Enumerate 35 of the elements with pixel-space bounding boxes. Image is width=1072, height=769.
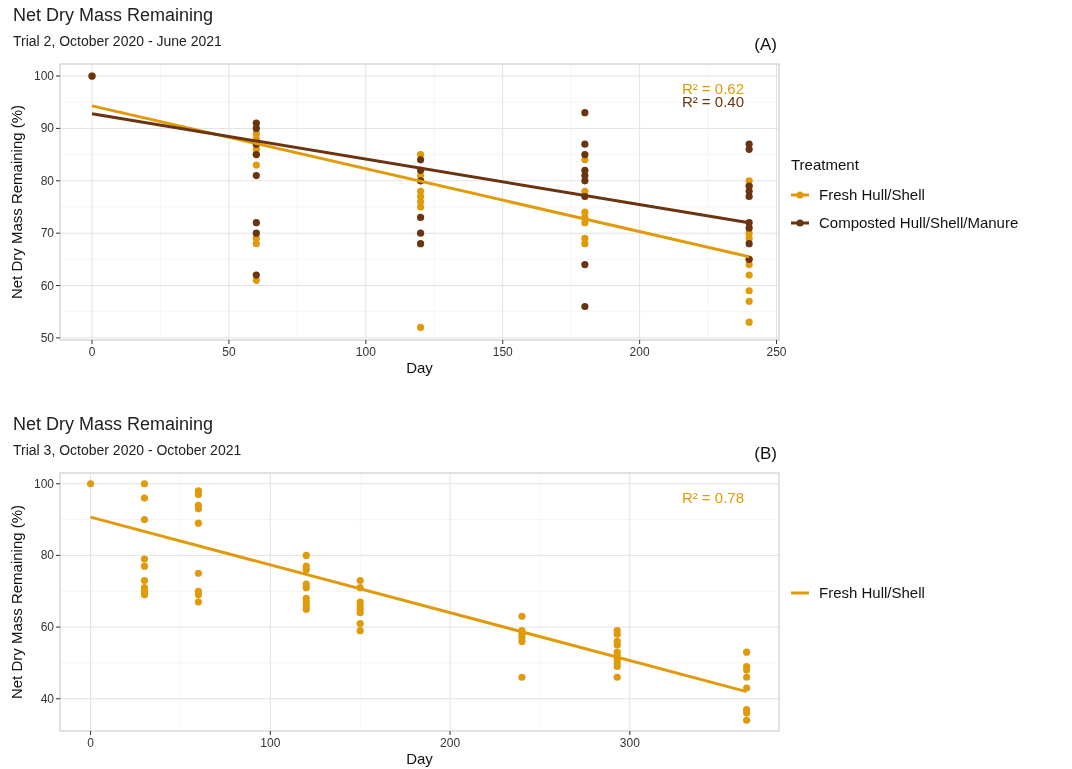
x-tick-label: 50 — [222, 345, 236, 359]
y-tick-label: 60 — [40, 620, 55, 635]
y-tick-label: 50 — [40, 330, 55, 345]
x-tick-label: 0 — [87, 736, 95, 750]
y-tick-label: 100 — [33, 69, 55, 84]
x-tick-label: 300 — [619, 736, 641, 750]
y-tick-label: 40 — [40, 691, 55, 706]
chart-subtitle: Trial 3, October 2020 - October 2021 — [13, 442, 242, 458]
y-tick-label: 90 — [40, 121, 55, 136]
legend-label: Fresh Hull/Shell — [819, 584, 925, 601]
y-tick-label: 60 — [40, 278, 55, 293]
x-tick-label: 100 — [260, 736, 281, 750]
x-tick-label: 0 — [88, 345, 96, 359]
x-tick-label: 200 — [440, 736, 461, 750]
y-tick-label: 70 — [40, 226, 55, 241]
legend-title: Treatment — [791, 156, 860, 173]
y-tick-label: 80 — [40, 548, 55, 563]
x-tick-label: 100 — [355, 345, 377, 359]
annotation: R² = 0.78 — [681, 489, 744, 506]
y-tick-label: 80 — [40, 173, 55, 188]
text: (B) — [754, 444, 777, 463]
x-tick-label: 150 — [492, 345, 514, 359]
y-axis-title: Net Dry Mass Remaining (%) — [8, 504, 25, 700]
x-axis-title: Day — [406, 750, 434, 767]
chart-title: Net Dry Mass Remaining — [13, 414, 214, 434]
chart-title: Net Dry Mass Remaining — [13, 5, 214, 25]
x-tick-label: 250 — [766, 345, 787, 359]
legend-label: Fresh Hull/Shell — [819, 186, 925, 203]
chart-subtitle: Trial 2, October 2020 - June 2021 — [13, 33, 223, 49]
y-axis-title: Net Dry Mass Remaining (%) — [8, 104, 25, 300]
x-tick-label: 200 — [629, 345, 650, 359]
legend-label: Composted Hull/Shell/Manure — [819, 214, 1019, 231]
y-tick-label: 100 — [33, 476, 55, 491]
x-axis-title: Day — [406, 359, 434, 376]
text: (A) — [754, 35, 777, 54]
